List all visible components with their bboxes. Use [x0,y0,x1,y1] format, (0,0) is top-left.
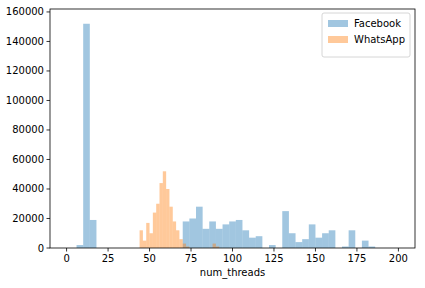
x-tick [273,248,274,252]
histogram-bar [183,221,190,248]
legend: Facebook WhatsApp [322,13,410,57]
legend-box [322,13,410,57]
histogram-bar [153,213,156,248]
histogram-bar [213,244,216,248]
y-tick [47,100,51,101]
histogram-bar [329,230,336,248]
histogram-bar [302,239,309,248]
y-tick [47,188,51,189]
x-tick [66,248,67,252]
y-tick [47,41,51,42]
legend-label: WhatsApp [354,34,405,45]
histogram-bar [176,230,179,248]
x-tick-label: 200 [389,253,408,264]
y-tick-label: 20000 [12,213,44,224]
y-tick [47,218,51,219]
y-tick-label: 60000 [12,154,44,165]
histogram-bar [77,245,84,248]
chart: 0 25 50 75 100 125 150 175 200 0 20000 40000 60000 80… [0,0,425,288]
x-tick [232,248,233,252]
histogram-bar [150,233,153,248]
y-tick [47,129,51,130]
histogram-bar [160,183,163,248]
y-tick-label: 120000 [6,65,44,76]
x-tick-label: 25 [102,253,115,264]
histogram-bar [163,171,166,248]
x-tick-label: 100 [223,253,242,264]
x-tick-label: 150 [306,253,325,264]
histogram-bar [256,236,263,248]
histogram-bar [236,220,243,248]
legend-swatch [328,20,348,27]
y-tick-label: 80000 [12,124,44,135]
histogram-bar [90,220,97,248]
x-tick [191,248,192,252]
histogram-bar [169,207,172,248]
x-tick [398,248,399,252]
histogram-bar [143,241,146,248]
histogram-bar [289,233,296,248]
histogram-bar [209,221,216,248]
histogram-bar [296,242,303,248]
y-tick [47,248,51,249]
legend-label: Facebook [354,18,401,29]
y-tick [47,70,51,71]
histogram-bar [189,218,196,248]
histogram-bar [242,230,249,248]
x-tick [356,248,357,252]
histogram-bar [179,239,182,248]
x-tick-label: 75 [185,253,198,264]
x-tick-label: 125 [264,253,283,264]
histogram-bar [166,189,169,248]
histogram-bar [156,204,159,248]
x-tick-label: 50 [143,253,156,264]
y-tick [47,159,51,160]
y-tick-label: 160000 [6,6,44,17]
histogram-bar [203,229,210,248]
plot-frame [50,9,415,248]
y-tick-label: 140000 [6,36,44,47]
x-tick [315,248,316,252]
histogram-bar [229,221,236,248]
histogram-bar [183,244,186,248]
histogram-bar [146,223,149,248]
y-tick-label: 0 [38,243,44,254]
x-tick [108,248,109,252]
histogram-bar [315,238,322,248]
histogram-bar [362,241,369,248]
histogram-bar [173,221,176,248]
histogram-bar [140,230,143,248]
histogram-bar [249,238,256,248]
y-tick-label: 100000 [6,95,44,106]
histogram-bar [223,224,230,248]
histogram-bar [196,207,203,248]
histogram-bar [309,224,316,248]
x-tick-label: 175 [347,253,366,264]
histogram-bar [83,24,90,248]
histogram-bar [282,211,289,248]
x-tick [149,248,150,252]
histogram-bar [322,233,329,248]
legend-swatch [328,36,348,43]
y-tick-label: 40000 [12,183,44,194]
histogram-bar [216,229,223,248]
histogram-bar [269,245,276,248]
y-tick [47,11,51,12]
histogram-bar [349,230,356,248]
x-axis-label: num_threads [200,267,265,279]
x-tick-label: 0 [63,253,69,264]
